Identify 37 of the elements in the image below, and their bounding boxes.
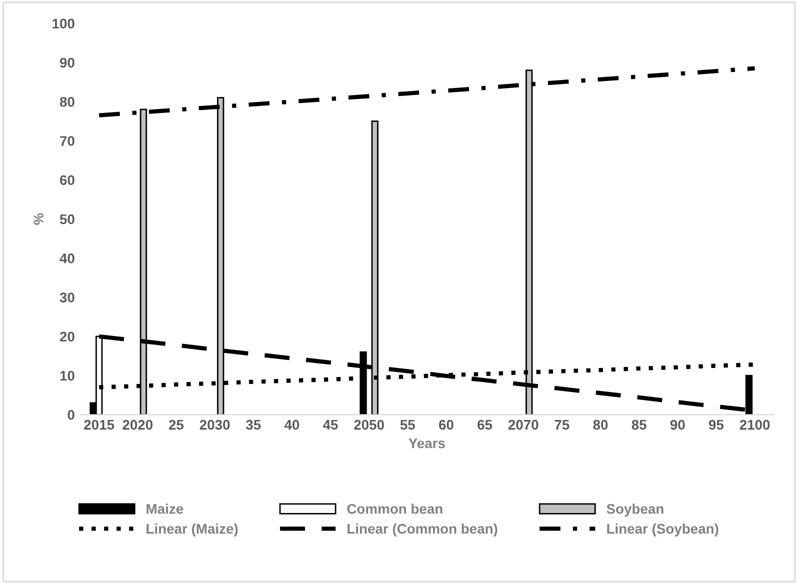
y-tick-label: 50 [60,214,74,224]
x-tick-label: 2030 [200,420,230,430]
x-tick-label: 2100 [740,420,770,430]
y-tick-label: 90 [60,58,74,68]
x-tick-label: 2015 [84,420,114,430]
legend-label: Linear (Maize) [146,524,238,536]
x-tick-label: 2020 [122,420,153,430]
x-tick-label: 40 [284,420,300,430]
y-tick-label: 100 [52,18,74,29]
x-tick-label: 45 [322,420,338,430]
x-tick-label: 2070 [508,420,538,430]
x-tick-label: 85 [632,420,646,430]
y-tick-label: 60 [60,175,74,186]
x-tick-label: 60 [439,420,454,430]
x-tick-label: 25 [168,420,184,430]
x-tick-label: 35 [246,420,261,430]
x-tick-label: 95 [708,420,724,430]
y-tick-label: 20 [60,332,74,342]
y-tick-label: 10 [60,370,74,381]
x-tick-label: 65 [478,420,492,430]
y-tick-label: 0 [68,410,74,420]
y-tick-label: 80 [60,96,74,107]
legend-label: Common bean [347,504,442,514]
x-tick-label: 90 [670,420,685,430]
x-tick-label: 75 [554,420,570,430]
x-tick-label: 80 [593,420,608,430]
x-tick-label: 55 [400,420,415,430]
legend-label: Linear (Common bean) [348,524,498,536]
y-axis-title: % [34,213,44,225]
legend-label: Linear (Soybean) [607,524,718,536]
legend-label: Soybean [606,504,664,517]
y-tick-label: 30 [60,292,74,302]
y-tick-label: 40 [60,253,74,264]
x-axis-title: Years [408,438,445,448]
legend-label: Maize [146,504,184,514]
y-tick-label: 70 [60,136,74,146]
x-tick-label: 2050 [354,420,384,430]
